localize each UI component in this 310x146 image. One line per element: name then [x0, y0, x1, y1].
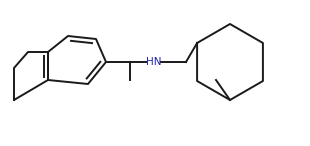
Text: HN: HN	[146, 57, 162, 67]
